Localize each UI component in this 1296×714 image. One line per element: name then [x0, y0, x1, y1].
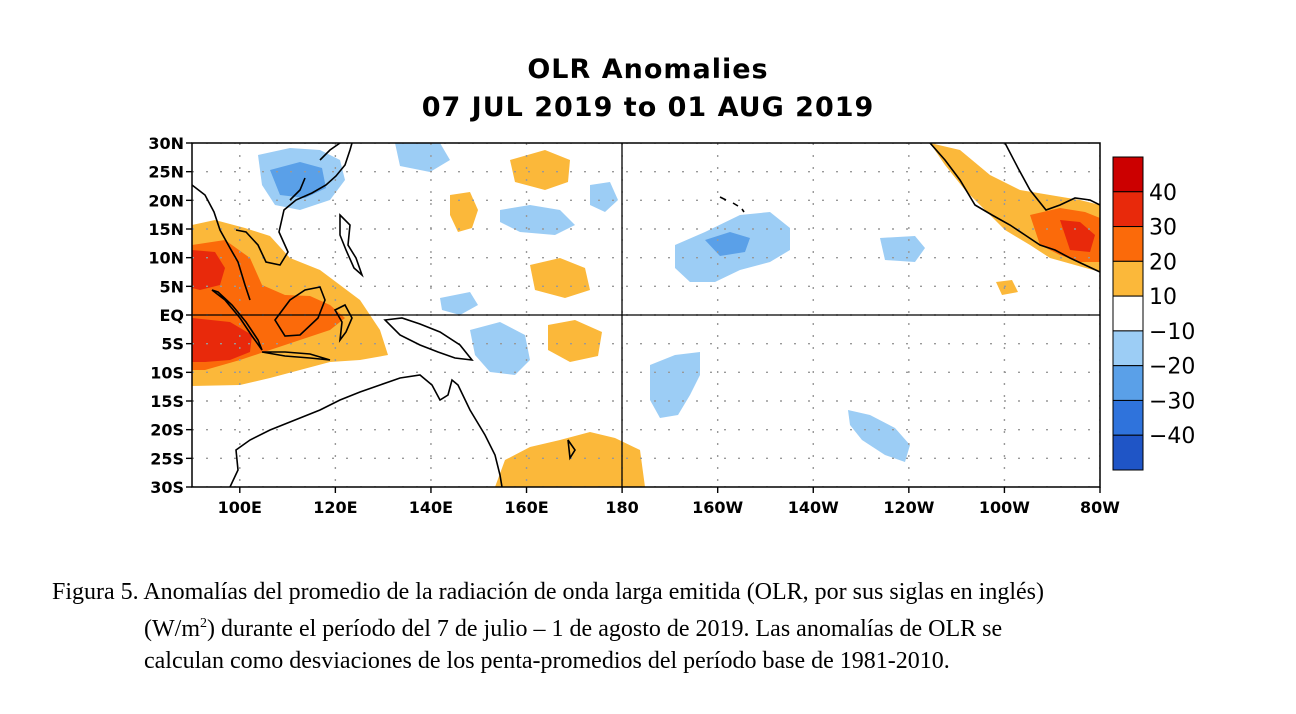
- anomaly-region-20: [705, 232, 750, 256]
- x-tick-label: 120E: [313, 498, 357, 517]
- x-axis: 100E 120E 140E 160E 180 160W 140W 120W 100W 80W: [218, 487, 1120, 517]
- coastline-mexico: [929, 143, 1100, 273]
- anomaly-region-8: [548, 320, 602, 362]
- coastline-japan: [289, 143, 341, 201]
- colorbar-swatch: [1112, 295, 1144, 332]
- x-tick-label: 160W: [692, 498, 743, 517]
- chart-subtitle: 07 JUL 2019 to 01 AUG 2019: [421, 92, 875, 123]
- anomaly-region-18: [590, 182, 618, 212]
- anomaly-region-13: [996, 280, 1018, 295]
- caption-line-1: Figura 5. Anomalías del promedio de la r…: [52, 579, 1044, 605]
- colorbar-label: 30: [1149, 216, 1177, 241]
- colorbar-label: −40: [1149, 424, 1195, 449]
- anomaly-region-21: [880, 236, 925, 262]
- olr-anomaly-map: 30N 25N 20N 15N 10N 5N EQ 5S 10S 15S 20S 25S 30S 100…: [148, 134, 1195, 517]
- colorbar-label: −20: [1149, 355, 1195, 380]
- coastline-borneo: [274, 286, 326, 337]
- x-tick-label: 80W: [1080, 498, 1120, 517]
- colorbar-label: 20: [1149, 250, 1177, 275]
- coastline-hawaii: [719, 196, 745, 213]
- figure-caption: Figura 5. Anomalías del promedio de la r…: [52, 576, 1252, 677]
- colorbar-swatch: [1112, 226, 1144, 262]
- y-tick-label: 30N: [148, 134, 184, 153]
- coastline-new-guinea: [383, 317, 474, 362]
- coastline-philippines: [339, 213, 364, 278]
- x-tick-label: 180: [605, 498, 638, 517]
- colorbar-swatch: [1112, 365, 1144, 401]
- caption-line-2b: ) durante el período del 7 de julio – 1 …: [206, 616, 1003, 642]
- y-tick-label: 25S: [150, 449, 184, 468]
- anomaly-region-7: [530, 258, 590, 298]
- y-tick-label: EQ: [159, 306, 184, 325]
- anomaly-region-4: [192, 250, 225, 290]
- colorbar-swatch: [1112, 156, 1144, 193]
- anomaly-region-12: [1060, 220, 1095, 252]
- caption-line-2: (W/m2) durante el período del 7 de julio…: [52, 608, 1252, 645]
- colorbar-label: −30: [1149, 389, 1195, 414]
- y-tick-label: 15N: [148, 220, 184, 239]
- y-tick-label: 5N: [159, 277, 184, 296]
- colorbar-swatch: [1112, 260, 1144, 297]
- y-tick-label: 20N: [148, 191, 184, 210]
- colorbar-label: 10: [1149, 285, 1177, 310]
- coastline-sumatra: [211, 289, 263, 351]
- y-tick-label: 20S: [150, 421, 184, 440]
- caption-superscript: 2: [199, 616, 207, 631]
- anomaly-region-6: [510, 150, 570, 190]
- x-tick-label: 100W: [979, 498, 1030, 517]
- anomaly-region-5: [450, 192, 478, 232]
- colorbar-label: 40: [1149, 181, 1177, 206]
- colorbar-swatch: [1112, 191, 1144, 228]
- anomaly-region-22: [440, 292, 478, 315]
- x-tick-label: 160E: [504, 498, 548, 517]
- anomaly-region-23: [470, 322, 530, 375]
- coastline-sulawesi: [333, 303, 353, 343]
- colorbar-swatch: [1112, 330, 1144, 367]
- anomaly-region-3: [192, 318, 252, 362]
- anomaly-region-24: [650, 352, 700, 418]
- y-tick-label: 10N: [148, 249, 184, 268]
- y-tick-label: 30S: [150, 478, 184, 497]
- y-tick-label: 25N: [148, 163, 184, 182]
- y-axis: 30N 25N 20N 15N 10N 5N EQ 5S 10S 15S 20S 25S 30S: [148, 134, 192, 497]
- x-tick-label: 140E: [409, 498, 453, 517]
- anomaly-region-15: [270, 162, 326, 198]
- colorbar-swatch: [1112, 434, 1144, 471]
- coastline-layer: [192, 143, 1100, 487]
- y-tick-label: 15S: [150, 392, 184, 411]
- chart-title: OLR Anomalies: [527, 54, 769, 85]
- x-tick-label: 100E: [218, 498, 262, 517]
- anomaly-region-17: [500, 205, 575, 235]
- y-tick-label: 5S: [161, 335, 184, 354]
- coastline-australia: [229, 374, 503, 487]
- colorbar-label: −10: [1149, 320, 1195, 345]
- coastline-new-zealand: [567, 439, 576, 461]
- coastline-java: [261, 351, 331, 361]
- x-tick-label: 120W: [883, 498, 934, 517]
- x-tick-label: 140W: [788, 498, 839, 517]
- coastline-indochina: [192, 143, 353, 301]
- plot-area: 30N 25N 20N 15N 10N 5N EQ 5S 10S 15S 20S 25S 30S 100…: [148, 134, 1120, 517]
- anomaly-region-25: [848, 410, 910, 462]
- colorbar: 40 30 20 10 −10 −20 −30 −40: [1112, 156, 1195, 471]
- caption-line-2a: (W/m: [144, 616, 200, 642]
- anomaly-region-16: [395, 143, 450, 172]
- y-tick-label: 10S: [150, 363, 184, 382]
- colorbar-swatch: [1112, 399, 1144, 436]
- caption-line-3: calculan como desviaciones de los penta-…: [144, 648, 950, 674]
